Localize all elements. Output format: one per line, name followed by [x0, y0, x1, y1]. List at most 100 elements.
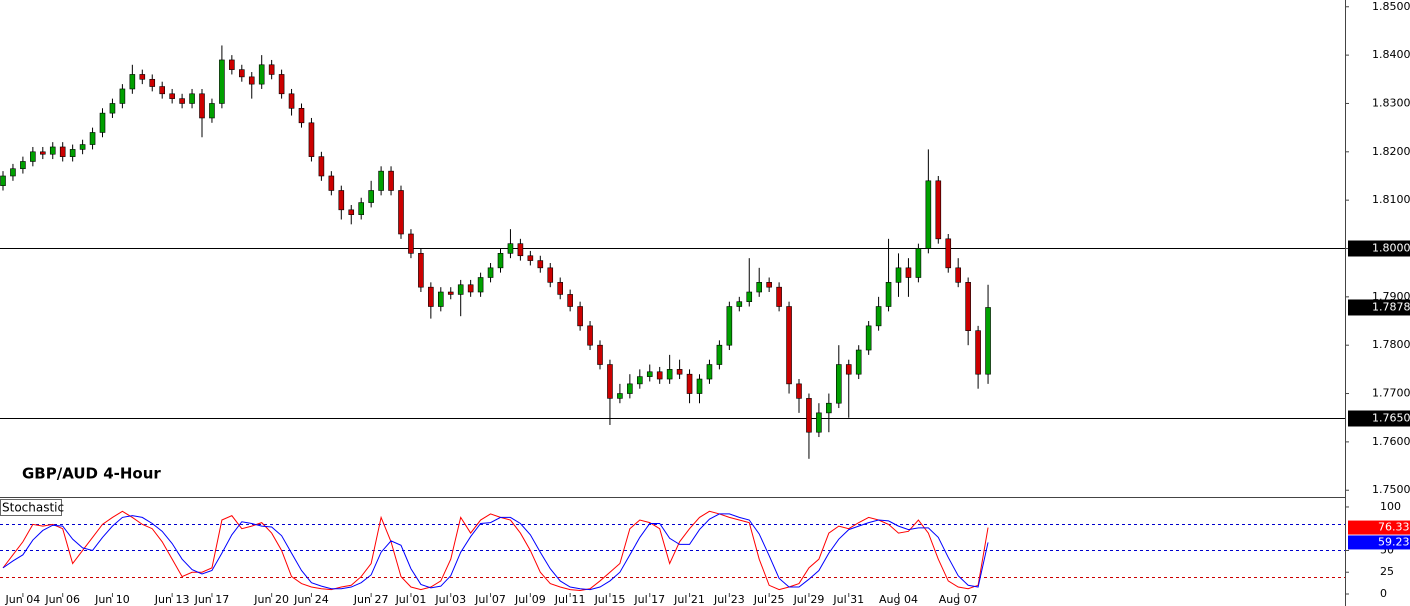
candle-body: [457, 284, 464, 295]
x-tick-label: Jun 27: [353, 593, 389, 606]
value-label: 59.23: [1378, 535, 1410, 548]
candle-body: [975, 330, 981, 375]
candle-body: [676, 369, 683, 375]
candle-body: [567, 294, 573, 307]
x-tick-label: Jul 11: [554, 593, 586, 606]
candle-body: [557, 282, 564, 295]
candle-body: [447, 291, 454, 295]
candle-body: [328, 175, 335, 191]
y-tick-label: 1.7600: [1372, 435, 1410, 448]
candle-body: [746, 291, 753, 302]
level-label: 1.8000: [1372, 242, 1410, 255]
candle-body: [935, 180, 942, 240]
x-tick-label: Jun 06: [44, 593, 80, 606]
candle-body: [20, 161, 26, 170]
candle-body: [646, 371, 653, 377]
y-tick-label: 100: [1380, 500, 1401, 513]
value-label: 76.33: [1378, 521, 1410, 534]
candle-body: [497, 253, 504, 269]
candle-body: [418, 253, 424, 288]
candle-body: [806, 398, 812, 433]
candle-body: [826, 402, 832, 414]
candle-body: [736, 301, 743, 307]
candle-body: [278, 74, 285, 95]
candle-body: [219, 59, 225, 104]
candle-body: [875, 306, 882, 327]
candle-body: [577, 306, 583, 327]
x-tick-label: Jul 03: [434, 593, 466, 606]
y-tick-label: 1.8200: [1372, 145, 1410, 158]
y-tick-label: 25: [1380, 565, 1394, 578]
candle-body: [229, 59, 235, 70]
candle-body: [398, 190, 404, 235]
candle-body: [915, 248, 922, 278]
candle-body: [109, 103, 116, 114]
y-tick-label: 1.8100: [1372, 193, 1410, 206]
candle-body: [209, 103, 215, 119]
candle-body: [59, 146, 66, 157]
candle-body: [885, 282, 892, 307]
x-tick-label: Jun 20: [253, 593, 289, 606]
candle-body: [756, 282, 763, 293]
candle-body: [378, 170, 384, 191]
x-tick-label: Jul 17: [633, 593, 665, 606]
candle-body: [776, 286, 782, 307]
candle-body: [129, 74, 136, 90]
price-label: 1.7878: [1372, 300, 1410, 313]
y-tick-label: 1.8300: [1372, 96, 1410, 109]
candle-body: [79, 144, 86, 150]
candle-body: [656, 371, 663, 380]
y-tick-label: 1.7700: [1372, 387, 1410, 400]
candle-body: [308, 122, 315, 157]
x-tick-label: Jul 29: [793, 593, 825, 606]
candle-body: [89, 132, 96, 145]
x-tick-label: Jun 13: [154, 593, 190, 606]
candle-body: [537, 260, 544, 269]
x-tick-label: Jun 17: [194, 593, 230, 606]
candle-body: [258, 64, 265, 85]
candle-body: [835, 364, 842, 404]
x-tick-label: Jul 23: [713, 593, 745, 606]
candle-body: [348, 209, 355, 215]
candle-body: [99, 112, 106, 133]
x-tick-label: Aug 07: [939, 593, 978, 606]
stochastic-line: [2, 513, 989, 591]
candle-body: [786, 306, 792, 385]
price-label-bg: [1348, 299, 1410, 316]
candle-body: [925, 180, 932, 249]
y-tick-label: 1.7500: [1372, 483, 1410, 496]
x-tick-label: Aug 04: [879, 593, 918, 606]
candle-body: [248, 76, 255, 85]
candle-body: [726, 306, 733, 346]
candle-body: [39, 151, 46, 155]
level-label-bg: [1348, 410, 1410, 427]
x-tick-label: Jul 01: [395, 593, 427, 606]
candle-body: [905, 267, 912, 278]
candle-body: [149, 78, 156, 87]
candle-body: [796, 383, 802, 399]
value-label-bg: [1348, 520, 1410, 535]
candle-body: [845, 364, 852, 375]
candle-body: [288, 93, 295, 109]
chart-title: GBP/AUD 4-Hour: [22, 465, 161, 483]
candle-body: [816, 412, 822, 433]
candle-body: [587, 325, 593, 346]
candle-body: [199, 93, 205, 119]
candle-body: [10, 168, 16, 177]
candle-body: [49, 146, 56, 155]
candle-body: [0, 175, 6, 186]
candle-body: [527, 255, 534, 261]
candle-body: [408, 233, 414, 254]
candle-body: [179, 98, 185, 104]
candle-body: [965, 282, 971, 331]
candle-body: [169, 93, 175, 99]
candle-body: [428, 286, 434, 307]
candle-body: [358, 202, 365, 215]
candle-body: [945, 238, 952, 269]
candle-body: [189, 93, 195, 104]
x-tick-label: Jul 15: [594, 593, 626, 606]
candle-body: [517, 243, 524, 257]
x-tick-label: Jul 07: [474, 593, 506, 606]
candle-body: [547, 267, 554, 283]
